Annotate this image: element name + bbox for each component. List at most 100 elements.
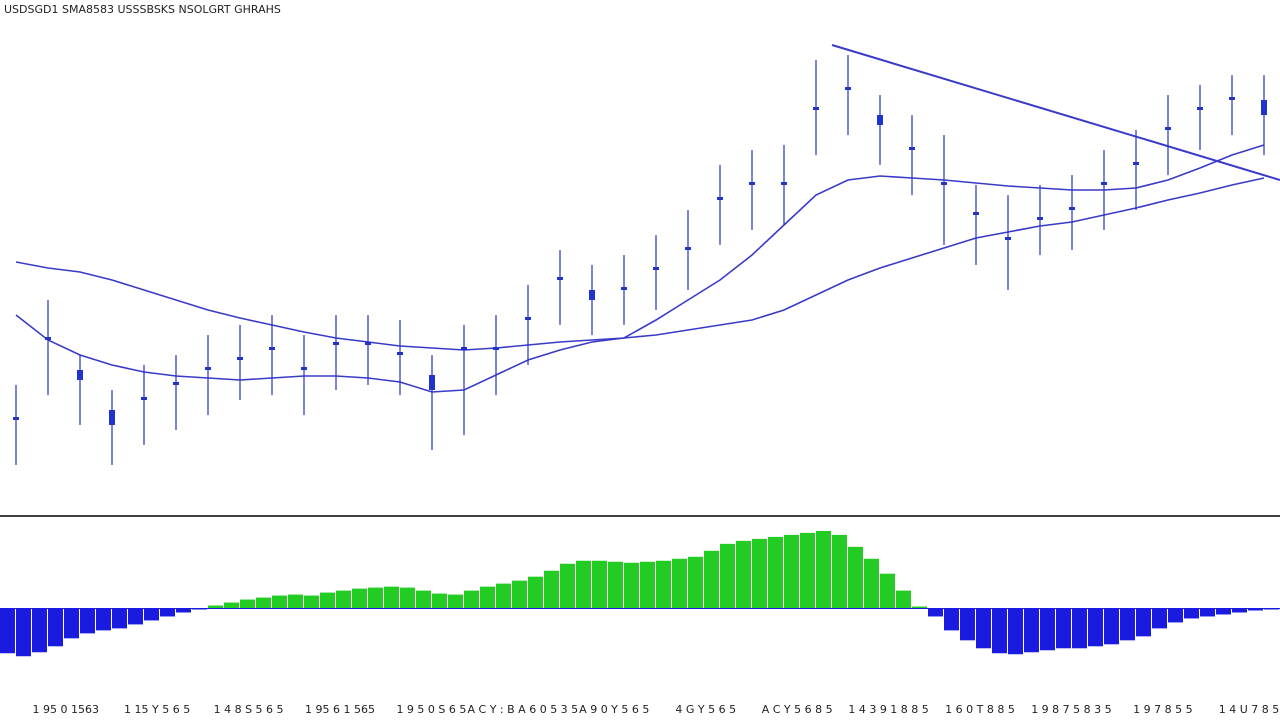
- candle-body: [1005, 237, 1011, 240]
- histogram-bar: [592, 560, 607, 609]
- histogram-bar: [128, 608, 143, 625]
- histogram-bar: [1024, 608, 1039, 653]
- candle-body: [301, 367, 307, 370]
- histogram-bar: [208, 605, 223, 609]
- histogram-bar: [1120, 608, 1135, 641]
- histogram-bar: [976, 608, 991, 649]
- histogram-bar: [272, 595, 287, 609]
- candle-body: [237, 357, 243, 360]
- histogram-bar: [768, 536, 783, 609]
- histogram-bar: [320, 592, 335, 609]
- histogram-bar: [464, 590, 479, 609]
- histogram-bar: [1072, 608, 1087, 649]
- histogram-bar: [1232, 608, 1247, 613]
- histogram-bar: [688, 556, 703, 609]
- x-tick-label: A C Y 5 6 8 5: [762, 703, 833, 716]
- histogram-bar: [848, 546, 863, 609]
- candle-body: [909, 147, 915, 150]
- chart-title: USDSGD1 SMA8583 USSSBSKS NSOLGRT GHRAHS: [4, 3, 281, 16]
- histogram-bar: [96, 608, 111, 631]
- histogram-bar: [576, 560, 591, 609]
- histogram-bar: [304, 595, 319, 609]
- histogram-bar: [816, 530, 831, 609]
- histogram-bar: [992, 608, 1007, 654]
- histogram-bar: [1040, 608, 1055, 651]
- candle-body: [589, 290, 595, 300]
- histogram-bar: [832, 534, 847, 609]
- histogram-bar: [1088, 608, 1103, 647]
- candle-body: [1133, 162, 1139, 165]
- x-tick-label: 1 15 Y 5 6 5: [124, 703, 190, 716]
- x-tick-label: 1 9 8 7 5 8 3 5: [1031, 703, 1111, 716]
- candle-body: [1037, 217, 1043, 220]
- histogram-bar: [736, 540, 751, 609]
- candle-body: [525, 317, 531, 320]
- histogram-bar: [624, 562, 639, 609]
- histogram-bar: [608, 561, 623, 609]
- x-tick-label: 1 4 8 S 5 6 5: [214, 703, 284, 716]
- candle-body: [173, 382, 179, 385]
- candle-body: [493, 347, 499, 350]
- moving-average: [15, 144, 1265, 393]
- x-tick-label: 1 95 0 1563: [32, 703, 98, 716]
- candle-body: [141, 397, 147, 400]
- histogram-bar: [224, 602, 239, 609]
- candle-body: [1165, 127, 1171, 130]
- histogram-bar: [880, 573, 895, 609]
- histogram-bar: [944, 608, 959, 631]
- histogram-bar: [32, 608, 47, 653]
- histogram-bar: [416, 590, 431, 609]
- candle-body: [77, 370, 83, 380]
- histogram-bar: [1008, 608, 1023, 655]
- x-tick-label: A 9 0 Y 5 6 5: [579, 703, 649, 716]
- histogram-bar: [288, 594, 303, 609]
- candle-body: [333, 342, 339, 345]
- histogram-bar: [1168, 608, 1183, 623]
- histogram-bar: [704, 550, 719, 609]
- candle-body: [397, 352, 403, 355]
- candle-body: [845, 87, 851, 90]
- candle-body: [717, 197, 723, 200]
- histogram-bar: [1248, 608, 1263, 611]
- candle-body: [653, 267, 659, 270]
- x-tick-label: 1 4 U 7 8 5 5: [1219, 703, 1280, 716]
- candle-body: [1197, 107, 1203, 110]
- histogram-bar: [160, 608, 175, 617]
- histogram-bar: [640, 561, 655, 609]
- histogram-bar: [176, 608, 191, 613]
- histogram-bar: [0, 608, 15, 654]
- candle-body: [13, 417, 19, 420]
- candle-body: [781, 182, 787, 185]
- histogram-bar: [512, 580, 527, 609]
- x-tick-label: 1 4 3 9 1 8 8 5: [848, 703, 928, 716]
- histogram-bar: [112, 608, 127, 629]
- histogram-bar: [496, 583, 511, 609]
- histogram-bar: [656, 560, 671, 609]
- histogram-bar: [432, 593, 447, 609]
- candle-body: [941, 182, 947, 185]
- histogram-bar: [800, 532, 815, 609]
- histogram-bar: [1200, 608, 1215, 617]
- trend-line: [831, 44, 1280, 181]
- histogram-bar: [336, 590, 351, 609]
- candle-body: [461, 347, 467, 350]
- histogram-bar: [256, 597, 271, 609]
- histogram-bar: [560, 563, 575, 609]
- histogram-bar: [352, 588, 367, 609]
- candle-body: [429, 375, 435, 390]
- histogram-bar: [448, 594, 463, 609]
- histogram-bar: [1152, 608, 1167, 629]
- histogram-bar: [720, 543, 735, 609]
- histogram-bar: [1136, 608, 1151, 637]
- candle-body: [109, 410, 115, 425]
- histogram-bar: [1216, 608, 1231, 615]
- histogram-bar: [144, 608, 159, 621]
- histogram-bar: [480, 586, 495, 609]
- histogram-bar: [240, 599, 255, 609]
- histogram-bar: [928, 608, 943, 617]
- candle-body: [621, 287, 627, 290]
- x-tick-label: 1 95 6 1 565: [305, 703, 375, 716]
- histogram-bar: [1184, 608, 1199, 619]
- histogram-bar: [672, 558, 687, 609]
